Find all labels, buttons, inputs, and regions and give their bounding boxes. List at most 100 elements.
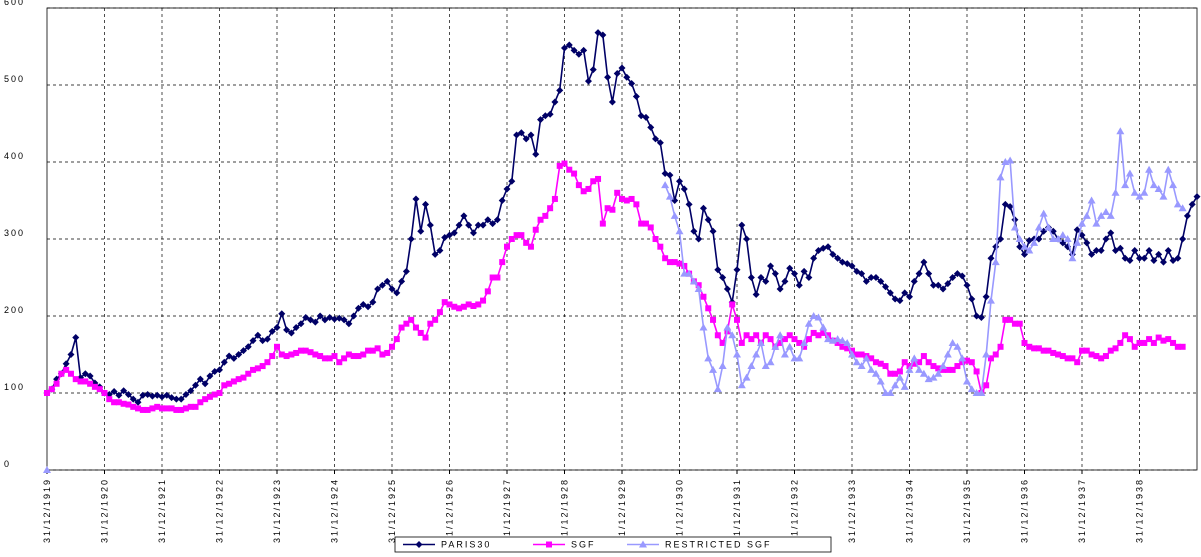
data-point — [331, 315, 338, 323]
data-point — [465, 221, 473, 229]
data-point — [1122, 332, 1129, 339]
data-point — [547, 205, 554, 212]
data-point — [882, 283, 890, 291]
data-point — [393, 289, 401, 297]
data-point — [369, 347, 376, 354]
data-point — [288, 351, 295, 358]
data-point — [124, 391, 132, 399]
data-point — [1116, 244, 1124, 252]
data-point — [422, 334, 429, 341]
x-tick-label: 31/12/1936 — [1020, 478, 1030, 543]
data-point — [1040, 347, 1047, 354]
data-point — [1149, 181, 1158, 189]
data-point — [901, 289, 909, 297]
data-point — [767, 336, 774, 343]
data-point — [814, 247, 822, 255]
data-point — [149, 405, 156, 412]
data-point — [940, 366, 947, 373]
data-point — [163, 391, 171, 399]
data-point — [719, 339, 726, 346]
data-point — [432, 316, 439, 323]
data-point — [729, 301, 736, 308]
data-point — [905, 365, 914, 373]
data-point — [1025, 246, 1034, 254]
data-point — [895, 373, 904, 381]
data-point — [1101, 208, 1110, 216]
data-point — [1174, 254, 1182, 262]
data-point — [614, 189, 621, 196]
data-point — [771, 342, 780, 350]
data-point — [159, 405, 165, 412]
data-point — [694, 285, 703, 293]
data-point — [886, 389, 895, 396]
data-point — [709, 365, 718, 373]
data-point — [331, 353, 338, 360]
data-point — [67, 370, 74, 377]
data-point — [853, 351, 860, 358]
data-point — [714, 332, 721, 339]
data-point — [537, 116, 545, 124]
data-point — [762, 277, 770, 285]
data-point — [135, 405, 142, 412]
data-point — [226, 380, 233, 387]
data-point — [948, 338, 957, 346]
data-point — [292, 324, 300, 332]
data-point — [1145, 247, 1153, 255]
data-point — [1117, 339, 1124, 346]
data-point — [910, 354, 919, 362]
data-point — [920, 353, 927, 360]
data-point — [944, 280, 952, 288]
data-point — [235, 376, 242, 383]
data-point — [72, 334, 80, 342]
data-point — [474, 221, 482, 229]
data-point — [991, 258, 1000, 266]
data-point — [570, 46, 578, 54]
data-point — [814, 313, 823, 321]
legend-box — [394, 536, 832, 553]
data-point — [408, 316, 415, 323]
data-point — [1188, 200, 1196, 208]
data-point — [887, 370, 894, 377]
data-point — [843, 338, 852, 346]
data-point — [920, 258, 928, 266]
data-point — [662, 255, 669, 262]
data-point — [585, 185, 592, 192]
data-point — [63, 366, 70, 373]
data-point — [934, 369, 943, 377]
data-point — [843, 260, 851, 268]
data-point — [911, 360, 918, 367]
data-point — [168, 405, 175, 412]
data-point — [1131, 343, 1138, 350]
data-point — [1092, 219, 1101, 227]
data-point — [527, 243, 534, 250]
data-point — [958, 354, 967, 362]
data-point — [384, 349, 391, 356]
data-point — [182, 405, 189, 412]
x-tick-label: 31/12/1932 — [790, 478, 800, 543]
data-point — [963, 281, 971, 289]
data-point — [44, 390, 50, 396]
data-point — [781, 277, 789, 285]
x-tick-label: 31/12/1921 — [157, 478, 167, 543]
data-point — [1092, 247, 1100, 255]
data-point — [949, 274, 957, 281]
data-point — [110, 387, 118, 395]
data-point — [172, 395, 180, 403]
data-point — [72, 376, 79, 383]
data-point — [1088, 250, 1096, 258]
data-point — [1073, 226, 1081, 234]
data-point — [307, 349, 314, 356]
data-point — [470, 302, 477, 309]
data-point — [780, 350, 789, 358]
data-point — [676, 177, 683, 185]
data-point — [1079, 347, 1085, 354]
data-point — [321, 355, 328, 362]
data-point — [1159, 258, 1167, 266]
data-point — [638, 220, 645, 227]
data-point — [747, 274, 755, 281]
data-point — [882, 363, 889, 370]
data-point — [670, 211, 679, 219]
data-point — [154, 403, 161, 410]
data-point — [244, 343, 252, 351]
data-point — [1173, 200, 1182, 208]
